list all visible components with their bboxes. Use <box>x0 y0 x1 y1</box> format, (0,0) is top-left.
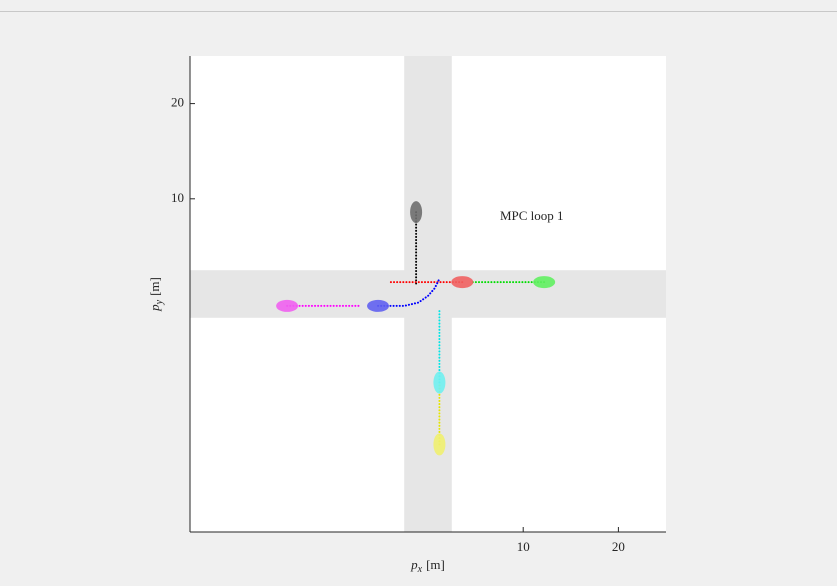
x-tick-label: 10 <box>517 539 530 554</box>
vehicle <box>410 201 423 224</box>
label-unit: [m] <box>426 557 445 572</box>
vehicle <box>451 276 474 289</box>
x-axis-label: px [m] <box>410 557 445 575</box>
label-subscript: y <box>154 299 165 305</box>
label-subscript: x <box>417 564 423 575</box>
vehicle <box>533 276 556 289</box>
y-tick-label: 20 <box>171 95 184 110</box>
label-symbol: p <box>147 304 162 312</box>
trajectory <box>377 277 441 307</box>
y-tick-label: 10 <box>171 190 184 205</box>
annotation: MPC loop 1 <box>500 208 564 223</box>
vehicle <box>276 299 299 312</box>
y-axis-label: py [m] <box>147 277 165 312</box>
label-symbol: p <box>410 557 418 572</box>
label-unit: [m] <box>147 277 162 296</box>
vehicle <box>433 371 446 394</box>
vehicle <box>433 433 446 456</box>
vehicle <box>367 299 390 312</box>
road-horizontal <box>190 270 666 318</box>
x-tick-label: 20 <box>612 539 625 554</box>
